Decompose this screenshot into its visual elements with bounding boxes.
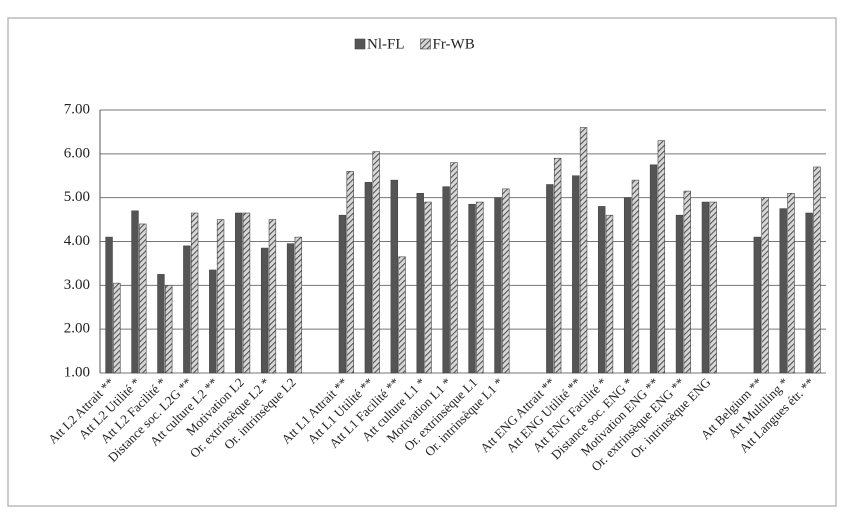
bar (390, 179, 398, 374)
bar (701, 201, 710, 374)
bar (346, 171, 354, 374)
bar (805, 212, 813, 374)
bar (372, 151, 380, 374)
bar (442, 186, 450, 374)
bar (424, 201, 432, 374)
bar (165, 285, 173, 374)
legend-swatch (354, 38, 366, 50)
bar (623, 197, 632, 374)
y-tick-label: 6.00 (64, 145, 90, 161)
bar (242, 212, 251, 374)
bar (813, 166, 821, 374)
y-tick-label: 2.00 (64, 321, 90, 337)
bar (450, 162, 458, 374)
bar (683, 190, 691, 374)
bar (631, 179, 640, 374)
bar (338, 214, 347, 374)
bar (183, 245, 191, 374)
bar (476, 201, 484, 374)
bar (649, 164, 658, 374)
bar (468, 203, 476, 374)
bar (494, 197, 502, 374)
bar (598, 206, 606, 374)
bar (675, 214, 684, 374)
bar (105, 236, 113, 374)
bar (753, 236, 761, 374)
y-tick-label: 1.00 (64, 364, 90, 380)
bar (657, 140, 666, 374)
bar (579, 127, 588, 374)
bar (294, 236, 303, 374)
bar (502, 188, 510, 374)
legend-label: Fr-WB (433, 36, 475, 52)
y-tick-label: 5.00 (64, 189, 90, 205)
bar (131, 210, 139, 374)
bar (113, 282, 121, 374)
bar (139, 223, 147, 374)
bar (286, 243, 295, 374)
bar (546, 184, 554, 374)
bar (235, 212, 243, 374)
bar (209, 269, 217, 374)
bar (157, 274, 165, 374)
bar (605, 214, 614, 374)
bar (572, 175, 580, 374)
legend-swatch (420, 38, 431, 50)
bar (260, 247, 269, 374)
legend-label: Nl-FL (367, 36, 405, 52)
bar (416, 192, 424, 374)
bar (364, 182, 373, 374)
bar (553, 157, 562, 374)
bar (787, 192, 795, 374)
y-tick-label: 7.00 (64, 101, 90, 117)
y-tick-label: 3.00 (64, 277, 90, 293)
bar (761, 197, 769, 374)
bar (216, 219, 225, 374)
bar (190, 212, 199, 374)
chart-frame (7, 17, 837, 507)
bar (709, 201, 717, 374)
bar (268, 219, 277, 374)
bar (779, 208, 787, 374)
y-tick-label: 4.00 (64, 233, 90, 249)
bar (398, 256, 406, 374)
